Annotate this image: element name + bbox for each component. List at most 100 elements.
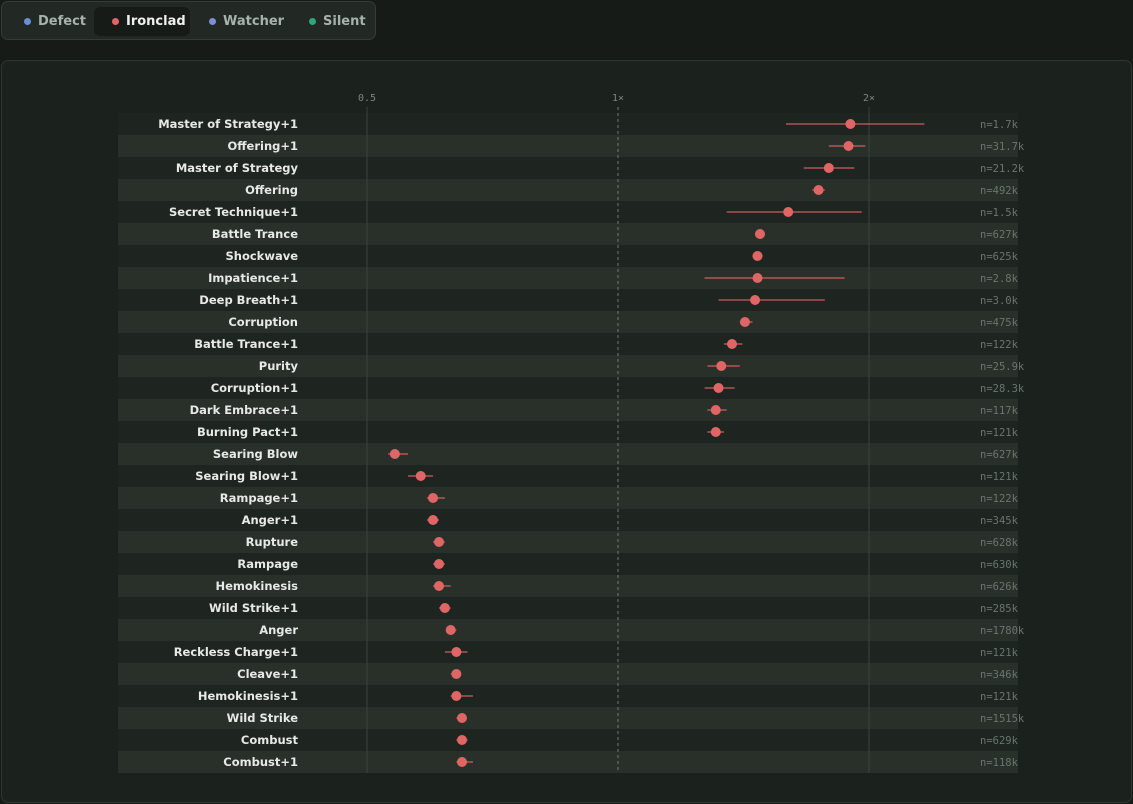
- row-background: [118, 333, 1018, 355]
- sample-size-label: n=627k: [980, 229, 1019, 241]
- sample-size-label: n=121k: [980, 471, 1019, 483]
- sample-size-label: n=346k: [980, 669, 1019, 681]
- row-background: [118, 597, 1018, 619]
- data-point[interactable]: [823, 163, 834, 173]
- sample-size-label: n=121k: [980, 691, 1019, 703]
- chart-row: Corruption n=475k: [228, 315, 1018, 329]
- row-background: [118, 729, 1018, 751]
- data-point[interactable]: [813, 185, 824, 195]
- data-point[interactable]: [457, 713, 468, 723]
- row-background: [118, 575, 1018, 597]
- sample-size-label: n=2.8k: [980, 273, 1019, 285]
- row-background: [118, 113, 1018, 135]
- sample-size-label: n=1.5k: [980, 207, 1019, 219]
- row-background: [118, 751, 1018, 773]
- sample-size-label: n=628k: [980, 537, 1019, 549]
- data-point[interactable]: [739, 317, 750, 327]
- chart-row: Searing Blow+1 n=121k: [195, 469, 1018, 483]
- row-background: [118, 421, 1018, 443]
- row-background: [118, 465, 1018, 487]
- chart-row: Offering n=492k: [245, 183, 1019, 197]
- data-point[interactable]: [451, 669, 462, 679]
- data-point[interactable]: [843, 141, 854, 151]
- silent-color-dot: [309, 18, 316, 25]
- data-point[interactable]: [783, 207, 794, 217]
- row-label: Hemokinesis+1: [198, 689, 298, 703]
- sample-size-label: n=627k: [980, 449, 1019, 461]
- data-point[interactable]: [451, 691, 462, 701]
- chart-row: Dark Embrace+1 n=117k: [190, 403, 1019, 417]
- tab-silent[interactable]: Silent: [291, 7, 371, 36]
- chart-panel: 0.5 1× 2× Master of Strategy+1 n=1.7k Offeri…: [1, 60, 1132, 803]
- row-label: Reckless Charge+1: [174, 645, 298, 659]
- row-background: [118, 663, 1018, 685]
- chart-row: Impatience+1 n=2.8k: [208, 271, 1019, 285]
- row-label: Hemokinesis: [215, 579, 298, 593]
- sample-size-label: n=28.3k: [980, 383, 1025, 395]
- sample-size-label: n=492k: [980, 185, 1019, 197]
- data-point[interactable]: [710, 427, 721, 437]
- chart-row: Battle Trance n=627k: [212, 227, 1019, 241]
- sample-size-label: n=118k: [980, 757, 1019, 769]
- sample-size-label: n=122k: [980, 493, 1019, 505]
- chart-row: Searing Blow n=627k: [213, 447, 1019, 461]
- sample-size-label: n=625k: [980, 251, 1019, 263]
- chart-row: Corruption+1 n=28.3k: [211, 381, 1025, 395]
- x-tick-labels: 0.5 1× 2×: [358, 93, 875, 104]
- row-background: [118, 289, 1018, 311]
- data-point[interactable]: [428, 493, 439, 503]
- data-point[interactable]: [434, 537, 445, 547]
- data-point[interactable]: [754, 229, 765, 239]
- character-tab-bar: Defect Ironclad Watcher Silent: [1, 1, 376, 40]
- row-label: Searing Blow: [213, 447, 298, 461]
- row-background: [118, 509, 1018, 531]
- row-label: Wild Strike: [227, 711, 299, 725]
- sample-size-label: n=1515k: [980, 713, 1025, 725]
- row-label: Corruption: [228, 315, 298, 329]
- data-point[interactable]: [726, 339, 737, 349]
- data-point[interactable]: [434, 559, 445, 569]
- tab-label: Watcher: [223, 14, 285, 29]
- data-point[interactable]: [439, 603, 450, 613]
- tab-label: Ironclad: [126, 14, 186, 29]
- data-point[interactable]: [457, 735, 468, 745]
- data-point[interactable]: [752, 251, 763, 261]
- sample-size-label: n=1.7k: [980, 119, 1019, 131]
- data-point[interactable]: [389, 449, 400, 459]
- chart-row: Anger+1 n=345k: [242, 513, 1019, 527]
- data-point[interactable]: [750, 295, 761, 305]
- data-point[interactable]: [716, 361, 727, 371]
- data-point[interactable]: [752, 273, 763, 283]
- sample-size-label: n=25.9k: [980, 361, 1025, 373]
- tab-defect[interactable]: Defect: [6, 7, 94, 36]
- chart-row: Anger n=1780k: [259, 623, 1025, 637]
- tab-label: Defect: [38, 14, 87, 29]
- data-point[interactable]: [428, 515, 439, 525]
- tab-label: Silent: [323, 14, 366, 29]
- row-background: [118, 707, 1018, 729]
- data-point[interactable]: [451, 647, 462, 657]
- row-background: [118, 179, 1018, 201]
- chart-row: Wild Strike n=1515k: [227, 711, 1025, 725]
- sample-size-label: n=630k: [980, 559, 1019, 571]
- chart-row: Rampage+1 n=122k: [220, 491, 1019, 505]
- row-background: [118, 399, 1018, 421]
- data-point[interactable]: [457, 757, 468, 767]
- data-point[interactable]: [845, 119, 856, 129]
- chart-row: Rampage n=630k: [237, 557, 1018, 571]
- data-point[interactable]: [713, 383, 724, 393]
- row-label: Cleave+1: [237, 667, 298, 681]
- row-label: Shockwave: [225, 249, 298, 263]
- data-point[interactable]: [710, 405, 721, 415]
- chart-row: Reckless Charge+1 n=121k: [174, 645, 1019, 659]
- sample-size-label: n=121k: [980, 427, 1019, 439]
- data-point[interactable]: [434, 581, 445, 591]
- chart-row: Combust+1 n=118k: [223, 755, 1018, 769]
- tab-ironclad[interactable]: Ironclad: [94, 7, 190, 36]
- row-label: Combust: [241, 733, 299, 747]
- tab-watcher[interactable]: Watcher: [191, 7, 289, 36]
- data-point[interactable]: [445, 625, 456, 635]
- row-background: [118, 267, 1018, 289]
- data-point[interactable]: [415, 471, 426, 481]
- chart-row: Rupture n=628k: [246, 535, 1019, 549]
